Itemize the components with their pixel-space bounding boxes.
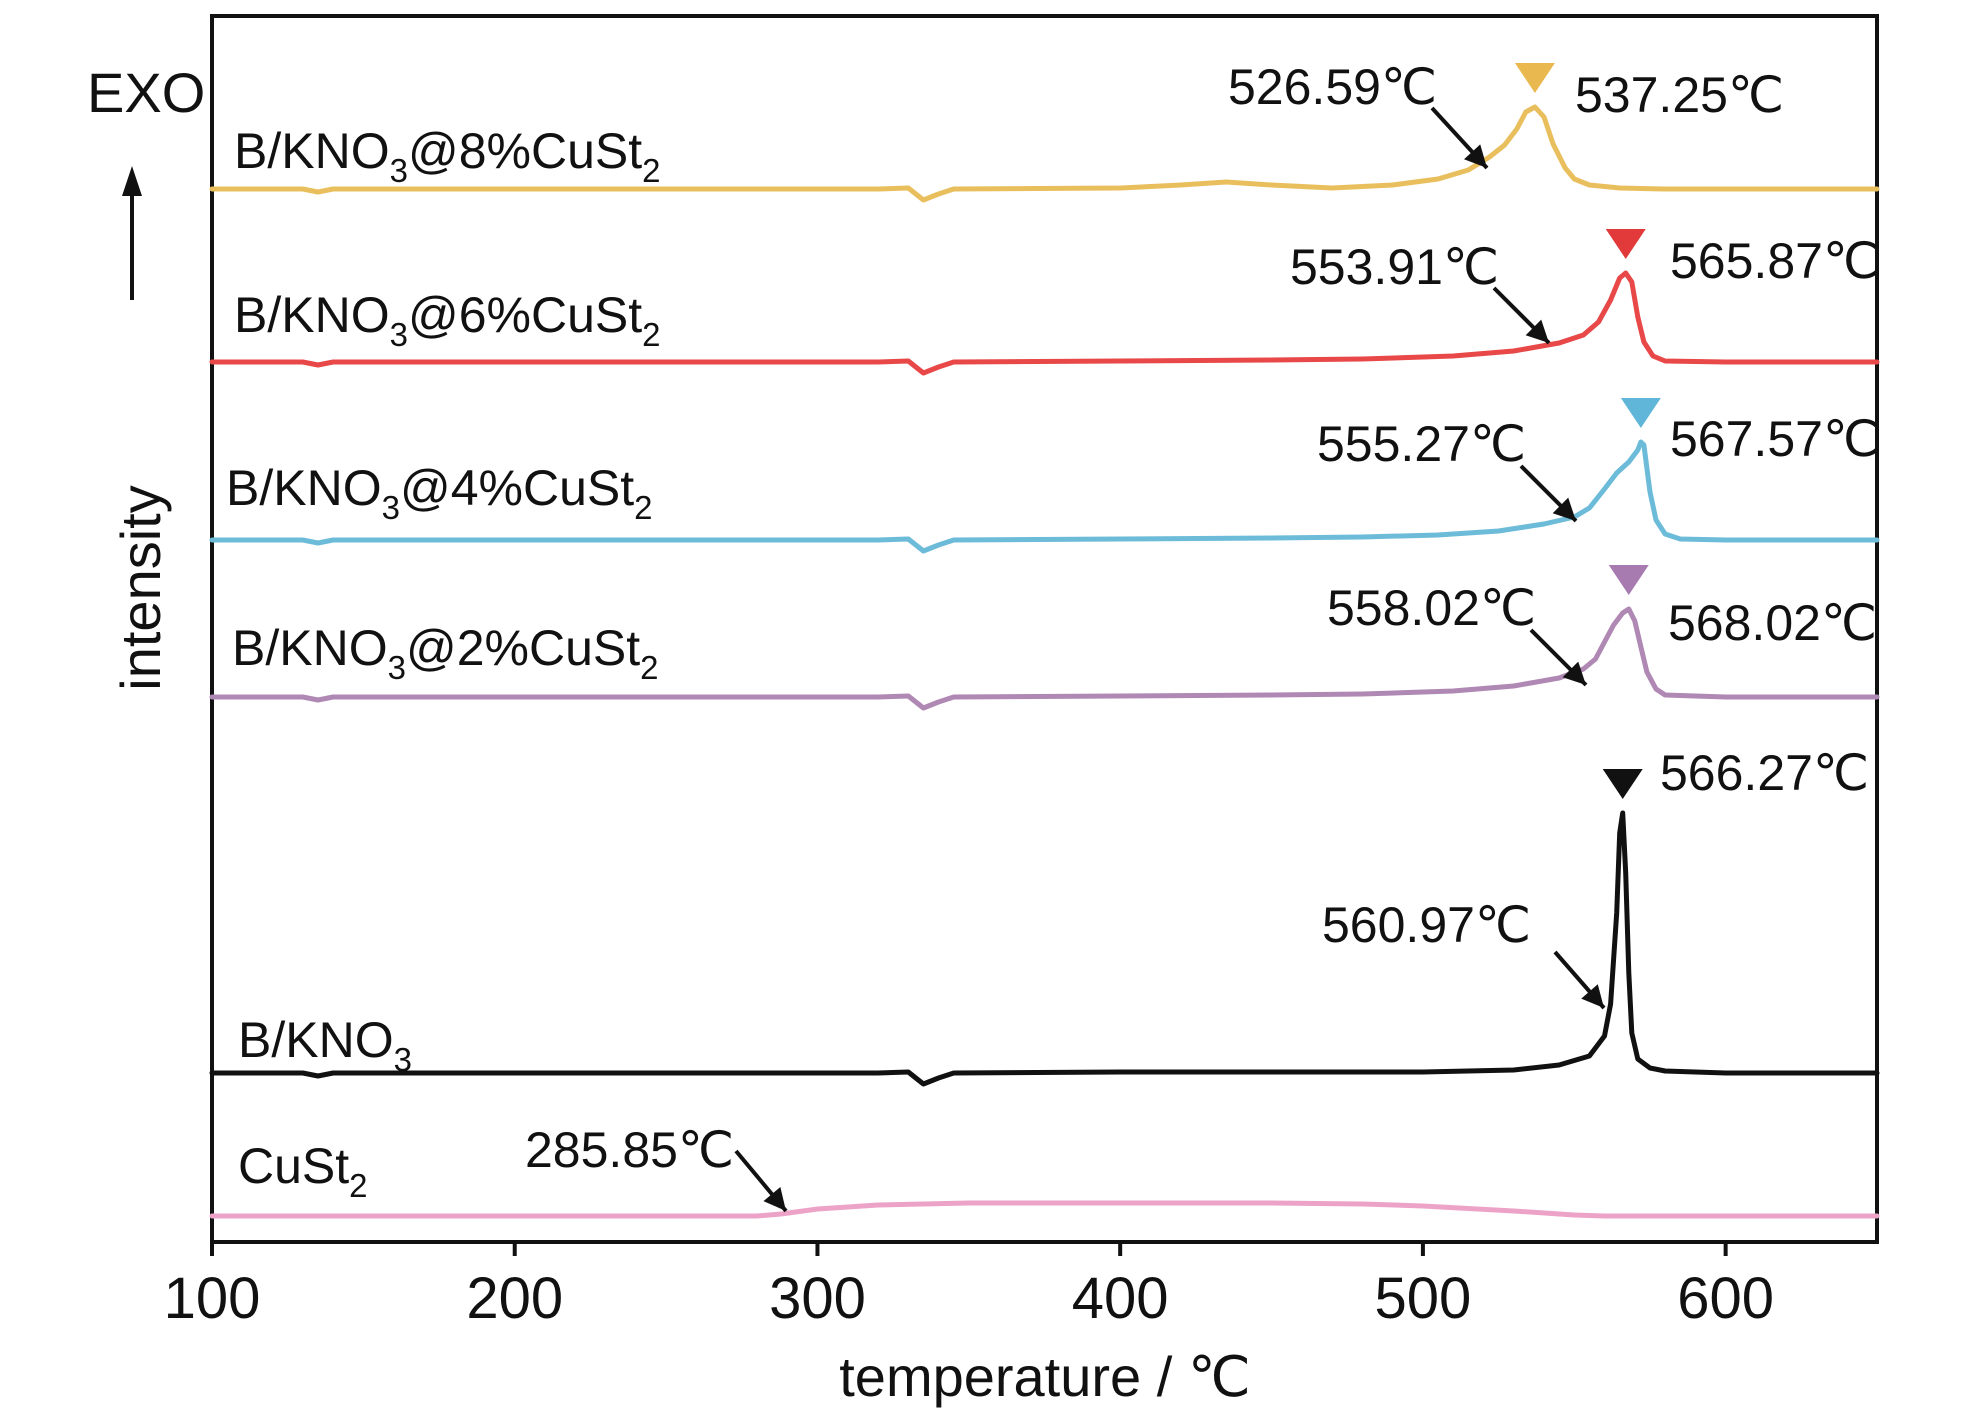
direction-label: EXO bbox=[87, 61, 205, 124]
onset-arrow-icon bbox=[1519, 464, 1578, 523]
x-tick-label: 200 bbox=[466, 1266, 563, 1331]
x-tick-label: 600 bbox=[1677, 1266, 1774, 1331]
onset-label-1: 553.91℃ bbox=[1290, 239, 1499, 295]
series-label-4: B/KNO3 bbox=[238, 1012, 412, 1078]
onset-arrow-icon bbox=[1529, 628, 1588, 687]
peak-marker-0 bbox=[1514, 63, 1555, 93]
series-label-5: CuSt2 bbox=[238, 1138, 368, 1204]
label-subscript: 3 bbox=[394, 1041, 412, 1078]
series-line-1 bbox=[209, 270, 1880, 376]
series-line-0 bbox=[209, 104, 1880, 203]
exo-arrow-icon bbox=[122, 166, 142, 300]
plot-frame bbox=[210, 14, 1879, 1244]
series-label-1: B/KNO3@6%CuSt2 bbox=[234, 287, 661, 353]
label-subscript: 3 bbox=[388, 649, 406, 686]
curves-layer bbox=[209, 104, 1880, 1219]
series-label-2: B/KNO3@4%CuSt2 bbox=[226, 460, 653, 526]
series-label-3: B/KNO3@2%CuSt2 bbox=[232, 620, 659, 686]
label-subscript: 3 bbox=[390, 316, 408, 353]
peak-marker-4 bbox=[1602, 769, 1643, 799]
label-subscript: 2 bbox=[634, 489, 652, 526]
series-line-5 bbox=[209, 1200, 1880, 1219]
label-text: B/KNO bbox=[234, 287, 390, 343]
label-text: @8%CuSt bbox=[408, 123, 642, 179]
label-subscript: 2 bbox=[640, 649, 658, 686]
peak-label-2: 567.57℃ bbox=[1670, 411, 1879, 467]
peak-label-3: 568.02℃ bbox=[1668, 595, 1877, 651]
label-text: B/KNO bbox=[234, 123, 390, 179]
label-subscript: 2 bbox=[642, 316, 660, 353]
label-text: B/KNO bbox=[226, 460, 382, 516]
series-label-0: B/KNO3@8%CuSt2 bbox=[234, 123, 661, 189]
peak-label-4: 566.27℃ bbox=[1660, 745, 1869, 801]
label-subscript: 2 bbox=[349, 1167, 367, 1204]
peak-marker-3 bbox=[1608, 565, 1649, 595]
onset-label-0: 526.59℃ bbox=[1228, 59, 1437, 115]
onset-arrow-icon bbox=[1492, 286, 1551, 345]
onset-arrow-icon bbox=[1553, 950, 1606, 1010]
label-subscript: 3 bbox=[382, 489, 400, 526]
label-subscript: 2 bbox=[642, 152, 660, 189]
onset-label-3: 558.02℃ bbox=[1327, 580, 1536, 636]
x-tick-label: 400 bbox=[1072, 1266, 1169, 1331]
label-text: @2%CuSt bbox=[406, 620, 640, 676]
onset-label-2: 555.27℃ bbox=[1317, 416, 1526, 472]
x-axis: 100 200 300 400 500 600 bbox=[164, 1242, 1774, 1331]
peak-label-1: 565.87℃ bbox=[1670, 233, 1879, 289]
label-text: B/KNO bbox=[232, 620, 388, 676]
series-line-2 bbox=[209, 439, 1880, 554]
x-axis-label: temperature / ℃ bbox=[839, 1345, 1251, 1408]
series-line-4 bbox=[209, 810, 1880, 1087]
series-line-3 bbox=[209, 606, 1880, 711]
x-tick-label: 300 bbox=[769, 1266, 866, 1331]
label-text: CuSt bbox=[238, 1138, 349, 1194]
onset-label-5: 285.85℃ bbox=[525, 1122, 734, 1178]
label-text: @6%CuSt bbox=[408, 287, 642, 343]
y-axis-label: intensity bbox=[109, 485, 172, 690]
label-subscript: 3 bbox=[390, 152, 408, 189]
label-text: B/KNO bbox=[238, 1012, 394, 1068]
onset-arrow-icon bbox=[734, 1149, 788, 1213]
peak-marker-2 bbox=[1620, 398, 1661, 428]
onset-arrow-icon bbox=[1430, 106, 1489, 170]
onset-label-4: 560.97℃ bbox=[1322, 897, 1531, 953]
peak-marker-1 bbox=[1605, 229, 1646, 259]
x-tick-label: 100 bbox=[164, 1266, 261, 1331]
x-tick-label: 500 bbox=[1375, 1266, 1472, 1331]
label-text: @4%CuSt bbox=[400, 460, 634, 516]
peak-label-0: 537.25℃ bbox=[1575, 67, 1784, 123]
